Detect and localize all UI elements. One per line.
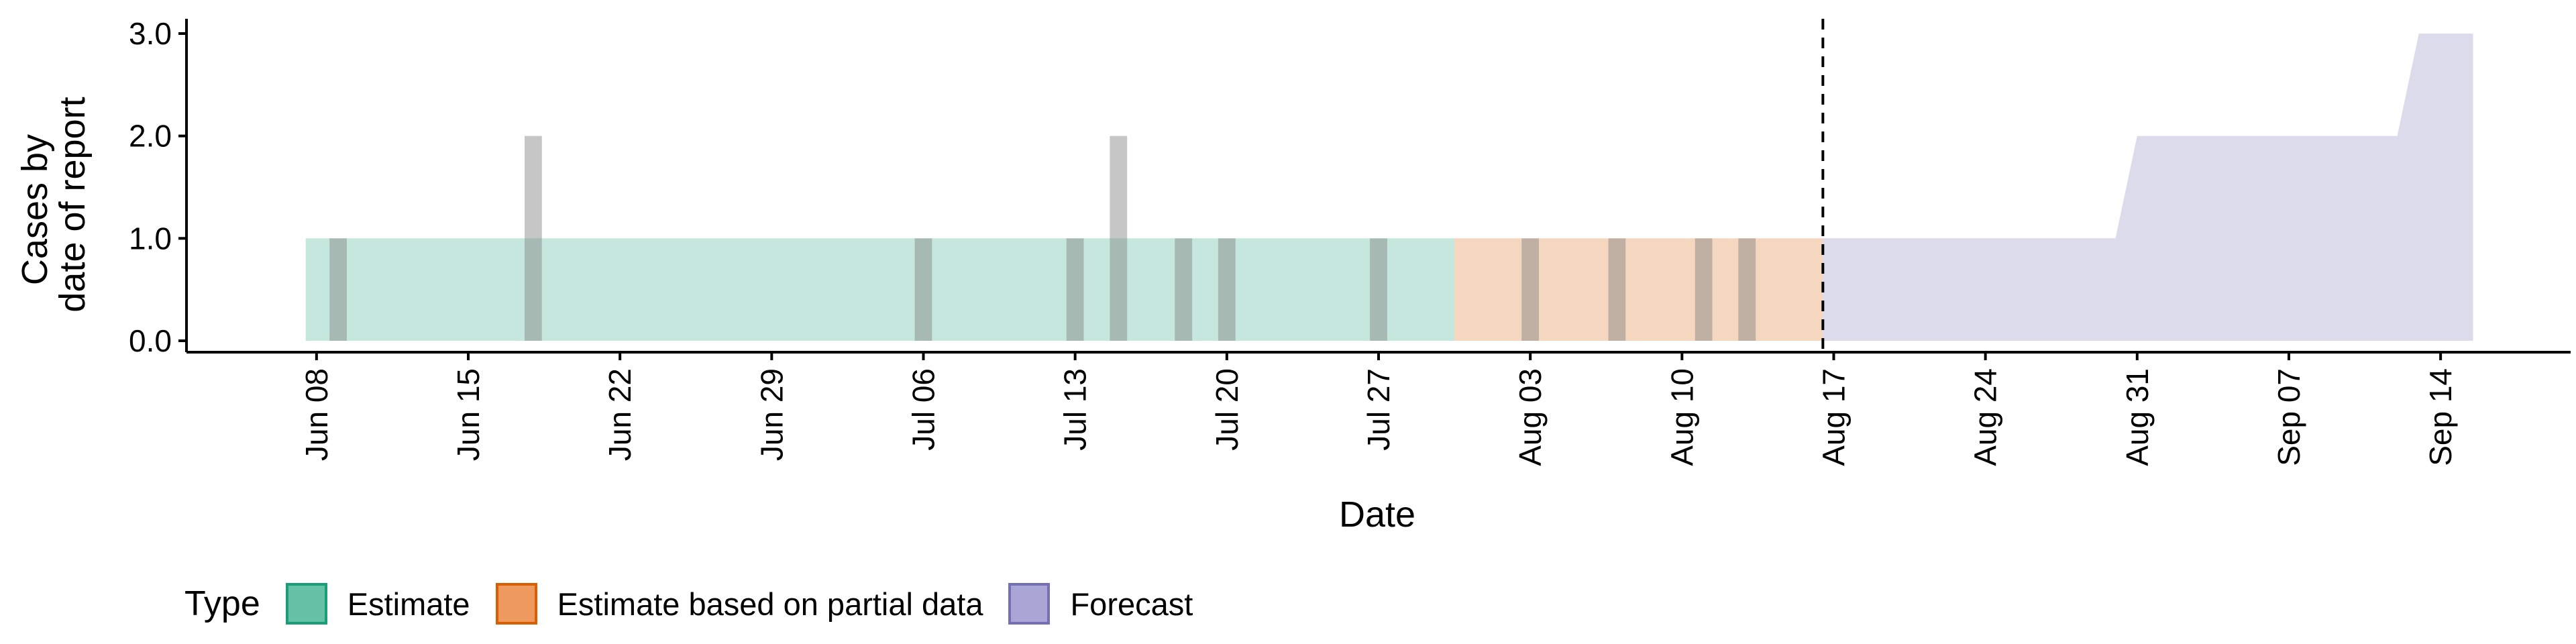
reported-case-bar [329,238,347,341]
x-axis-ticks: Jun 08 Jun 15 Jun 22 Jun 29 Jul 06 Jul 13 Jul … [299,352,2458,466]
x-tick-label: Jun 15 [451,368,486,461]
x-tick-label: Aug 10 [1664,368,1699,466]
reported-case-bar [1175,238,1193,341]
reported-case-bar [1066,238,1084,341]
reported-case-bar [525,136,542,341]
y-tick-label: 3.0 [129,16,172,51]
legend: Type Estimate Estimate based on partial … [184,574,1218,634]
y-tick-label: 1.0 [129,221,172,256]
legend-swatch-partial [495,583,537,625]
band-estimate-based-on-partial-data [1454,238,1823,341]
reported-case-bars [329,136,1756,341]
band-forecast [1823,34,2473,341]
legend-item-forecast: Forecast [1008,583,1193,625]
band-estimate [305,238,1455,341]
legend-label-forecast: Forecast [1070,586,1193,622]
reported-case-bar [914,238,932,341]
y-axis-label-line-2: date of report [52,97,93,312]
reported-case-bar [1738,238,1756,341]
x-tick-label: Aug 17 [1817,368,1851,466]
reported-case-bar [1695,238,1713,341]
legend-label-partial: Estimate based on partial data [557,586,983,622]
x-tick-label: Aug 24 [1968,368,2003,466]
x-tick-label: Sep 14 [2423,368,2458,466]
x-tick-label: Aug 31 [2120,368,2155,466]
y-tick-label: 2.0 [129,119,172,154]
legend-swatch-forecast [1008,583,1051,625]
legend-item-partial: Estimate based on partial data [495,583,983,625]
x-tick-label: Jul 27 [1361,368,1396,451]
legend-title: Type [184,584,260,623]
x-tick-label: Sep 07 [2271,368,2306,466]
x-tick-label: Jun 08 [299,368,334,461]
estimate-bands [305,34,2473,341]
y-axis-ticks: 0.0 1.0 2.0 3.0 [129,16,186,358]
reported-case-bar [1608,238,1626,341]
y-axis-label-line-1: Cases by [15,134,55,285]
reported-case-bar [1110,136,1128,341]
legend-swatch-estimate [285,583,327,625]
legend-label-estimate: Estimate [347,586,470,622]
legend-item-estimate: Estimate [285,583,470,625]
reported-case-bar [1521,238,1539,341]
x-tick-label: Jul 13 [1058,368,1093,451]
y-tick-label: 0.0 [129,323,172,358]
x-tick-label: Jun 22 [602,368,637,461]
y-axis-label: Cases by date of report [15,97,93,312]
reported-case-bar [1370,238,1387,341]
reported-case-bar [1218,238,1236,341]
x-tick-label: Aug 03 [1513,368,1548,466]
x-tick-label: Jun 29 [754,368,789,461]
x-axis-label: Date [1339,494,1415,535]
x-tick-label: Jul 20 [1210,368,1244,451]
x-tick-label: Jul 06 [906,368,941,451]
